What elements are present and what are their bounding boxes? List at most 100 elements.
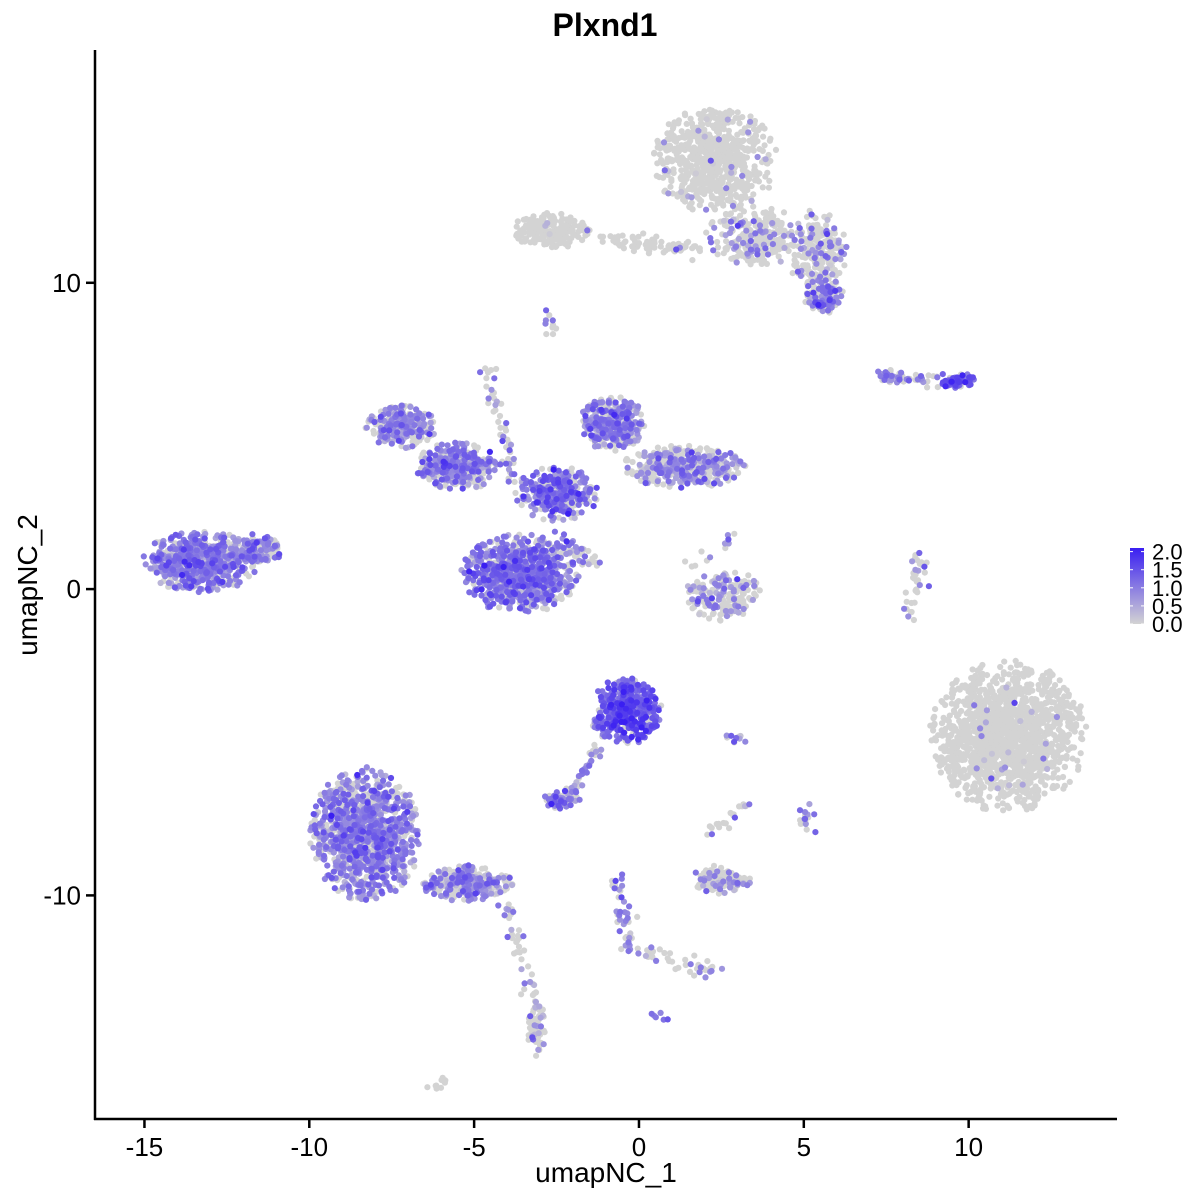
cell-point	[717, 167, 724, 174]
cell-point	[1041, 748, 1048, 755]
cell-point	[708, 182, 715, 189]
cell-point	[1063, 699, 1070, 706]
cell-point	[668, 176, 675, 183]
cell-point	[723, 238, 730, 245]
cell-point	[993, 680, 1000, 687]
cell-point	[751, 138, 758, 146]
cell-point	[682, 112, 689, 119]
cell-point	[996, 721, 1004, 728]
cell-point	[1066, 778, 1073, 786]
cell-point	[635, 233, 642, 240]
cell-point	[942, 701, 949, 709]
cell-point	[1000, 793, 1008, 800]
cell-point	[721, 601, 728, 608]
cell-point	[496, 412, 504, 420]
cell-point	[472, 444, 479, 451]
cell-point	[1055, 775, 1062, 782]
cell-point	[956, 749, 963, 756]
cell-point	[760, 209, 767, 216]
cell-point	[597, 233, 604, 240]
cell-point	[963, 743, 971, 751]
cell-point	[1049, 784, 1056, 792]
cell-point	[635, 451, 642, 458]
cell-point	[643, 245, 650, 252]
cell-point	[1052, 682, 1059, 689]
cell-point	[667, 183, 674, 190]
cell-point	[761, 125, 768, 132]
cell-point	[529, 223, 536, 230]
cell-point	[963, 782, 970, 789]
cell-point	[664, 144, 671, 151]
cell-point	[791, 256, 798, 264]
cell-point	[804, 262, 811, 269]
cell-point	[950, 777, 958, 784]
cell-point	[1056, 721, 1063, 728]
cell-point	[629, 235, 637, 242]
cell-point	[726, 211, 733, 218]
cell-point	[789, 270, 796, 277]
cell-point	[747, 146, 754, 153]
cell-point	[709, 138, 716, 145]
cell-point	[840, 231, 847, 238]
cell-point	[1022, 695, 1029, 702]
cell-point	[954, 699, 961, 706]
cell-point	[978, 797, 985, 804]
cell-point	[1077, 750, 1084, 757]
cell-point	[1008, 709, 1015, 716]
cell-point	[746, 171, 753, 178]
cell-point	[654, 444, 662, 451]
cell-point	[694, 883, 701, 891]
cell-point	[714, 238, 721, 246]
cell-point	[699, 180, 706, 187]
cell-point	[1060, 737, 1067, 744]
cell-point	[541, 232, 548, 239]
cell-point	[687, 115, 694, 122]
cell-point	[1035, 787, 1042, 795]
cell-point	[722, 163, 729, 170]
cell-point	[717, 617, 724, 624]
cell-point	[1027, 681, 1034, 688]
cell-point	[1048, 740, 1055, 747]
cell-point	[711, 152, 719, 160]
cell-point	[709, 219, 716, 226]
cell-point	[1046, 693, 1053, 700]
cell-point	[1078, 735, 1085, 742]
cell-point	[708, 107, 716, 114]
cell-point	[1078, 730, 1085, 737]
cell-point	[654, 160, 661, 167]
cell-point	[1069, 755, 1076, 762]
cell-point	[956, 755, 963, 762]
cell-point	[760, 133, 767, 140]
cell-point	[552, 236, 559, 243]
cell-point	[982, 803, 989, 810]
cell-point	[997, 663, 1004, 671]
cell-point	[724, 243, 732, 250]
cell-point	[751, 590, 758, 597]
cell-point	[985, 725, 993, 732]
cell-point	[512, 489, 519, 497]
cell-point	[997, 695, 1004, 702]
cell-point	[1013, 788, 1020, 796]
cell-point	[1073, 722, 1080, 729]
cell-point	[685, 238, 692, 245]
cell-point	[740, 137, 747, 144]
cell-point	[751, 133, 758, 140]
cell-point	[714, 251, 721, 258]
cell-point	[555, 228, 562, 235]
cell-point	[707, 175, 714, 182]
cell-point	[1034, 795, 1041, 802]
cell-point	[759, 147, 766, 154]
cell-point	[635, 240, 643, 247]
cell-point	[778, 240, 785, 247]
cell-point	[780, 209, 788, 216]
cell-point	[660, 481, 667, 488]
cell-point	[965, 790, 972, 797]
cell-point	[988, 761, 996, 768]
cell-point	[747, 113, 754, 120]
cell-point	[612, 447, 619, 454]
cell-point	[1071, 728, 1078, 735]
cell-point	[1040, 678, 1047, 685]
cell-point	[483, 383, 490, 390]
cell-point	[674, 154, 681, 161]
cell-point	[971, 753, 978, 760]
